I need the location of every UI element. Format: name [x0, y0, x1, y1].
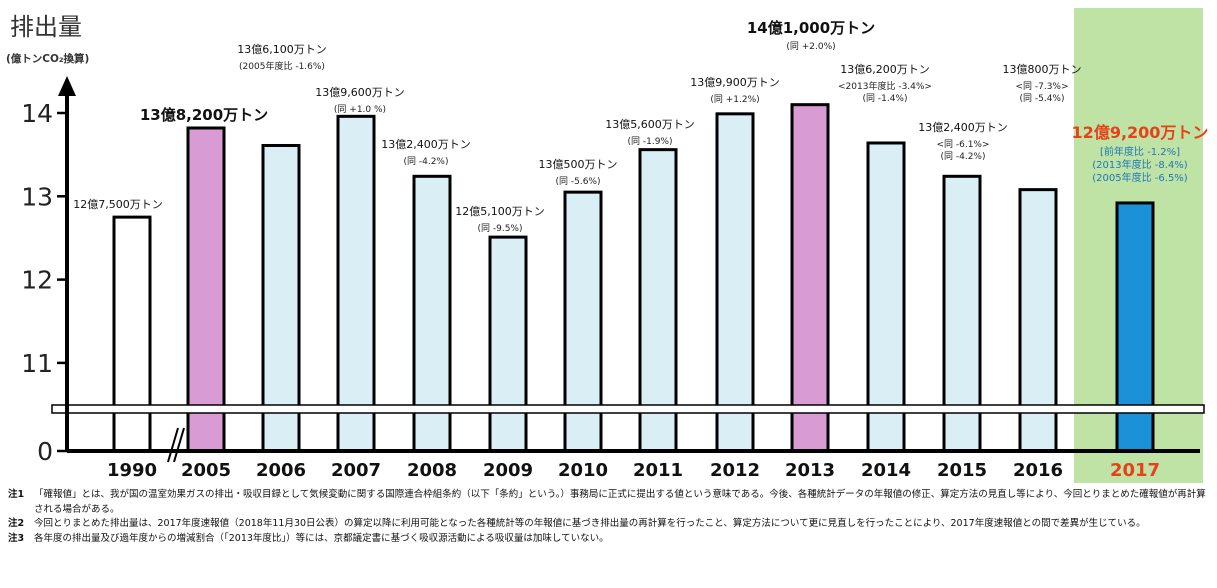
x-axis-break-mark: [167, 427, 179, 463]
change-label-2006: (2005年度比 -1.6%): [239, 60, 325, 72]
bar-2011: [638, 148, 678, 453]
x-tick-label-2009: 2009: [483, 460, 533, 481]
x-axis-break-mark: [173, 427, 185, 463]
value-label-2015: 13億2,400万トン: [918, 121, 1008, 134]
change-label-2007: (同 +1.0 %): [334, 104, 386, 115]
footnotes: 注1 「確報値」とは、我が国の温室効果ガスの排出・吸収目録として気候変動に関する…: [8, 488, 1213, 546]
x-tick-label-2017: 2017: [1110, 460, 1160, 481]
x-tick-label-2007: 2007: [331, 460, 381, 481]
x-tick-label-2008: 2008: [407, 460, 457, 481]
x-tick-label-2011: 2011: [633, 460, 683, 481]
value-label-1990: 12億7,500万トン: [73, 198, 163, 211]
bar-2006: [261, 143, 301, 453]
value-label-2011: 13億5,600万トン: [605, 118, 695, 131]
change-label-2011: (同 -1.9%): [628, 136, 673, 147]
change-label-2017: [前年度比 -1.2%]: [1100, 145, 1180, 158]
change-label-2015: (同 -4.2%): [941, 151, 986, 162]
y-axis-unit-label: (億トンCO₂換算): [6, 52, 89, 65]
value-label-2017: 12億9,200万トン: [1072, 123, 1209, 142]
y-tick-label: 11: [21, 349, 53, 378]
x-tick-label-1990: 1990: [107, 460, 157, 481]
y-tick-label: 13: [21, 182, 53, 211]
chart-title: 排出量: [10, 13, 82, 41]
value-label-2014: 13億6,200万トン: [840, 63, 930, 76]
value-label-2005: 13億8,200万トン: [140, 106, 268, 124]
bar-1990: [112, 215, 152, 453]
change-label-2014: <2013年度比 -3.4%>: [838, 80, 932, 92]
footnote-id: 注1: [8, 489, 25, 500]
x-tick-label-2012: 2012: [710, 460, 760, 481]
y-tick-label: 12: [21, 266, 53, 295]
x-tick-label-2006: 2006: [256, 460, 306, 481]
change-label-2009: (同 -9.5%): [478, 223, 523, 234]
change-label-2017: (2013年度比 -8.4%): [1092, 158, 1188, 171]
bar-2007: [336, 114, 376, 453]
value-label-2010: 13億500万トン: [539, 158, 618, 171]
value-label-2013: 14億1,000万トン: [747, 19, 875, 37]
y-tick-label: 14: [21, 99, 53, 128]
change-label-2012: (同 +1.2%): [710, 94, 759, 105]
change-label-2008: (同 -4.2%): [404, 156, 449, 167]
change-label-2017: (2005年度比 -6.5%): [1092, 171, 1188, 184]
change-label-2014: (同 -1.4%): [863, 93, 908, 104]
x-tick-label-2005: 2005: [181, 460, 231, 481]
x-tick-label-2015: 2015: [937, 460, 987, 481]
footnote-id: 注2: [8, 518, 25, 529]
bar-2005: [186, 126, 226, 453]
axis-break-band: [51, 404, 1205, 414]
x-tick-label-2010: 2010: [558, 460, 608, 481]
y-tick-zero-label: 0: [37, 437, 53, 466]
bar-2012: [715, 112, 755, 453]
footnote-text: 各年度の排出量及び過年度からの増減割合（「2013年度比」）等には、京都議定書に…: [34, 532, 609, 544]
x-tick-label-2013: 2013: [785, 460, 835, 481]
footnote-1: 注1 「確報値」とは、我が国の温室効果ガスの排出・吸収目録として気候変動に関する…: [8, 488, 1213, 517]
bar-2009: [488, 235, 528, 453]
value-label-2016: 13億800万トン: [1003, 63, 1082, 76]
change-label-2013: (同 +2.0%): [786, 41, 835, 52]
value-label-2012: 13億9,900万トン: [690, 76, 780, 89]
change-label-2015: <同 -6.1%>: [936, 139, 989, 150]
x-tick-label-2014: 2014: [861, 460, 911, 481]
value-label-2006: 13億6,100万トン: [237, 43, 327, 56]
footnote-text: 「確報値」とは、我が国の温室効果ガスの排出・吸収目録として気候変動に関する国際連…: [34, 489, 1206, 515]
y-axis-arrow-icon: [58, 76, 76, 96]
bar-2017: [1115, 201, 1155, 453]
change-label-2016: <同 -7.3%>: [1015, 81, 1068, 92]
change-label-2010: (同 -5.6%): [556, 176, 601, 187]
bar-2013: [790, 103, 830, 453]
value-label-2007: 13億9,600万トン: [315, 86, 405, 99]
footnote-text: 今回とりまとめた排出量は、2017年度速報値（2018年11月30日公表）の算定…: [34, 518, 1146, 529]
footnote-3: 注3 各年度の排出量及び過年度からの増減割合（「2013年度比」）等には、京都議…: [8, 532, 1213, 547]
change-label-2016: (同 -5.4%): [1020, 93, 1065, 104]
value-label-2009: 12億5,100万トン: [455, 205, 545, 218]
footnote-id: 注3: [8, 532, 25, 544]
value-label-2008: 13億2,400万トン: [381, 138, 471, 151]
x-tick-label-2016: 2016: [1013, 460, 1063, 481]
footnote-2: 注2 今回とりまとめた排出量は、2017年度速報値（2018年11月30日公表）…: [8, 517, 1213, 532]
